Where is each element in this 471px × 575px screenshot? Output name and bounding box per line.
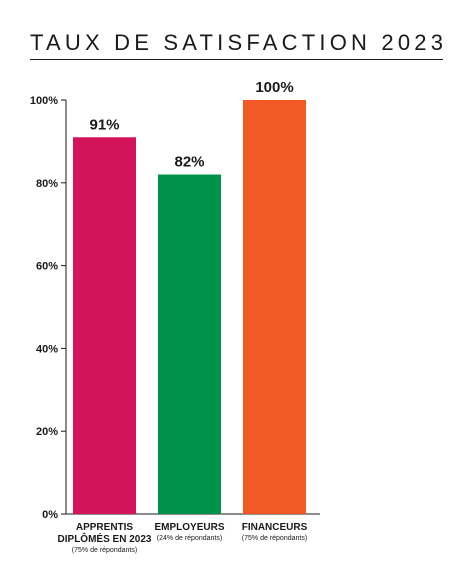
bar bbox=[243, 100, 306, 514]
bar bbox=[158, 174, 221, 514]
y-tick-label: 0% bbox=[42, 509, 58, 521]
title-underline bbox=[30, 59, 443, 60]
y-tick-label: 60% bbox=[36, 261, 58, 273]
y-tick-label: 20% bbox=[36, 426, 58, 438]
data-label: 100% bbox=[255, 79, 293, 96]
x-category-note: (75% de répondants) bbox=[242, 535, 307, 542]
y-tick-label: 100% bbox=[30, 95, 58, 107]
x-category-label: FINANCEURS bbox=[242, 522, 308, 533]
bar bbox=[73, 137, 136, 514]
x-category-label: EMPLOYEURS bbox=[154, 522, 224, 533]
x-category-label: DIPLÔMÉS EN 2023 bbox=[58, 532, 152, 545]
data-label: 91% bbox=[89, 116, 119, 133]
chart-title: TAUX DE SATISFACTION 2023 bbox=[30, 30, 448, 55]
data-label: 82% bbox=[174, 154, 204, 171]
y-tick-label: 40% bbox=[36, 343, 58, 355]
y-tick-label: 80% bbox=[36, 178, 58, 190]
x-category-note: (75% de répondants) bbox=[72, 547, 137, 554]
x-category-note: (24% de répondants) bbox=[157, 535, 222, 542]
x-category-label: APPRENTIS bbox=[76, 522, 134, 533]
